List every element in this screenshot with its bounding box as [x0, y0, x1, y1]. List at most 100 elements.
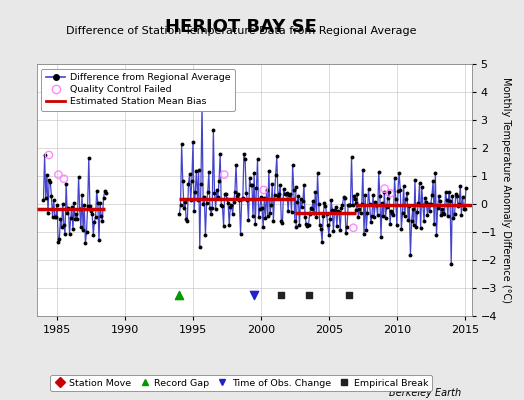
Point: [259, 187, 268, 193]
Point: [269, 218, 278, 224]
Point: [73, 216, 82, 223]
Point: [249, 212, 257, 219]
Point: [181, 199, 189, 206]
Point: [266, 210, 274, 216]
Point: [258, 205, 266, 211]
Point: [385, 189, 393, 195]
Point: [447, 261, 455, 267]
Point: [416, 180, 424, 186]
Point: [228, 210, 237, 217]
Point: [435, 198, 444, 204]
Point: [294, 193, 302, 199]
Point: [336, 226, 344, 233]
Point: [177, 201, 185, 208]
Point: [349, 225, 357, 231]
Point: [438, 206, 446, 212]
Point: [236, 231, 245, 237]
Point: [374, 212, 382, 219]
Point: [195, 244, 204, 250]
Point: [277, 218, 286, 225]
Point: [440, 211, 449, 218]
Point: [344, 202, 352, 209]
Point: [91, 214, 100, 220]
Point: [414, 200, 422, 206]
Point: [352, 207, 361, 214]
Point: [241, 156, 249, 162]
Point: [441, 189, 450, 196]
Point: [179, 178, 187, 184]
Point: [280, 190, 289, 197]
Point: [81, 240, 90, 246]
Point: [215, 178, 223, 184]
Point: [54, 239, 62, 246]
Point: [227, 202, 236, 208]
Point: [370, 214, 378, 220]
Point: [392, 222, 401, 228]
Point: [180, 204, 188, 211]
Point: [232, 162, 240, 168]
Point: [386, 221, 394, 227]
Point: [351, 196, 359, 202]
Point: [346, 202, 355, 209]
Point: [89, 232, 97, 238]
Point: [102, 190, 110, 196]
Point: [77, 224, 85, 231]
Point: [94, 200, 102, 206]
Point: [396, 186, 405, 193]
Point: [330, 207, 339, 214]
Point: [69, 226, 77, 232]
Point: [369, 192, 377, 198]
Point: [226, 204, 235, 210]
Point: [431, 169, 440, 176]
Legend: Difference from Regional Average, Quality Control Failed, Estimated Station Mean: Difference from Regional Average, Qualit…: [41, 69, 235, 111]
Point: [175, 292, 183, 298]
Point: [397, 226, 406, 232]
Point: [67, 215, 75, 222]
Point: [422, 199, 431, 206]
Point: [237, 196, 246, 203]
Point: [429, 178, 438, 184]
Point: [206, 205, 214, 212]
Point: [86, 203, 94, 209]
Point: [430, 221, 439, 228]
Point: [413, 209, 421, 215]
Point: [411, 177, 419, 184]
Point: [353, 190, 362, 197]
Point: [341, 194, 349, 201]
Point: [90, 218, 99, 225]
Point: [224, 200, 232, 206]
Point: [352, 200, 361, 207]
Point: [268, 181, 277, 187]
Point: [207, 210, 215, 217]
Point: [319, 213, 328, 220]
Point: [193, 196, 202, 203]
Point: [409, 206, 417, 212]
Point: [230, 199, 238, 205]
Text: Difference of Station Temperature Data from Regional Average: Difference of Station Temperature Data f…: [66, 26, 416, 36]
Point: [240, 151, 248, 157]
Point: [63, 210, 71, 216]
Point: [310, 210, 319, 216]
Point: [442, 197, 451, 203]
Point: [96, 200, 104, 207]
Point: [412, 224, 420, 231]
Point: [456, 182, 464, 189]
Point: [60, 176, 68, 182]
Point: [243, 196, 252, 203]
Point: [405, 203, 413, 210]
Point: [191, 189, 200, 196]
Point: [182, 216, 190, 222]
Point: [462, 185, 470, 192]
Point: [51, 214, 59, 220]
Point: [216, 150, 224, 157]
Point: [380, 189, 389, 196]
Point: [252, 185, 260, 192]
Point: [365, 201, 374, 208]
Point: [327, 197, 335, 204]
Text: Berkeley Earth: Berkeley Earth: [389, 388, 461, 398]
Point: [208, 205, 216, 211]
Point: [217, 202, 225, 208]
Point: [44, 210, 52, 216]
Point: [337, 204, 345, 211]
Point: [95, 236, 103, 243]
